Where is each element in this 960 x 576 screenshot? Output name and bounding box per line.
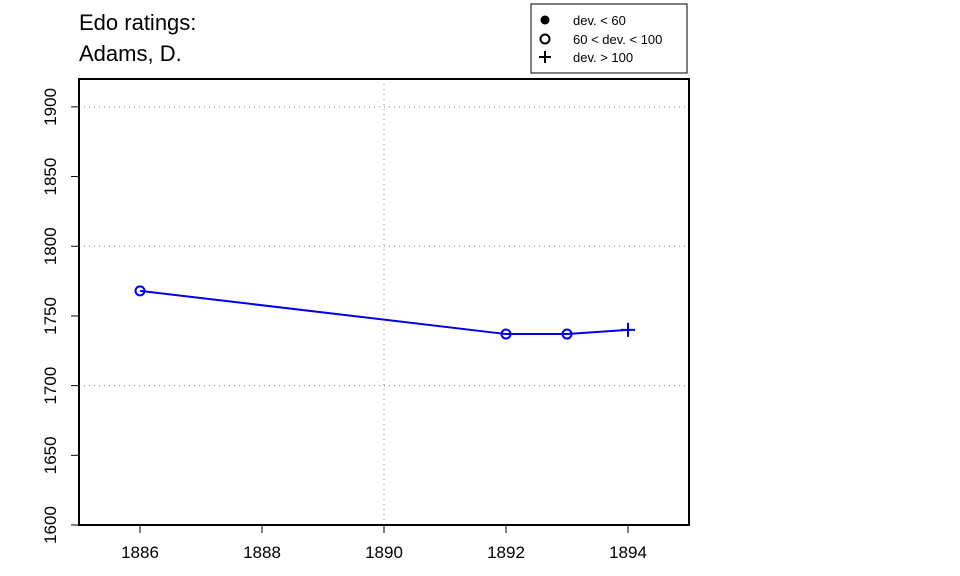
legend-box [530, 3, 688, 74]
y-tick-label: 1850 [41, 158, 60, 196]
x-tick-label: 1892 [487, 543, 525, 562]
legend-label: dev. > 100 [573, 50, 633, 65]
legend-symbol-open-circle [539, 33, 551, 45]
y-tick-label: 1650 [41, 436, 60, 474]
chart-title-line-2: Adams, D. [79, 41, 182, 66]
legend-label: dev. < 60 [573, 13, 626, 28]
grid [78, 79, 690, 526]
y-axis: 1600 1650 1700 1750 1800 1850 1900 [41, 88, 79, 544]
x-tick-label: 1894 [609, 543, 647, 562]
legend-label: 60 < dev. < 100 [573, 32, 662, 47]
series-line [139, 289, 629, 336]
legend: dev. < 60 60 < dev. < 100 dev. > 100 [530, 3, 688, 74]
data-point [561, 328, 573, 340]
legend-symbol-filled-circle [540, 15, 550, 25]
legend-symbol-plus [539, 51, 551, 63]
data-point [134, 285, 146, 297]
data-point [500, 328, 512, 340]
chart-title-line-1: Edo ratings: [79, 10, 197, 35]
x-tick-label: 1888 [243, 543, 281, 562]
y-tick-label: 1800 [41, 227, 60, 265]
y-tick-label: 1600 [41, 506, 60, 544]
y-tick-label: 1900 [41, 88, 60, 126]
y-tick-label: 1750 [41, 297, 60, 335]
plot-frame [78, 78, 690, 526]
data-point [621, 322, 635, 337]
y-tick-label: 1700 [41, 367, 60, 405]
x-tick-label: 1890 [365, 543, 403, 562]
x-tick-label: 1886 [121, 543, 159, 562]
x-axis: 1886 1888 1890 1892 1894 [121, 525, 647, 562]
series-layer [134, 285, 635, 340]
